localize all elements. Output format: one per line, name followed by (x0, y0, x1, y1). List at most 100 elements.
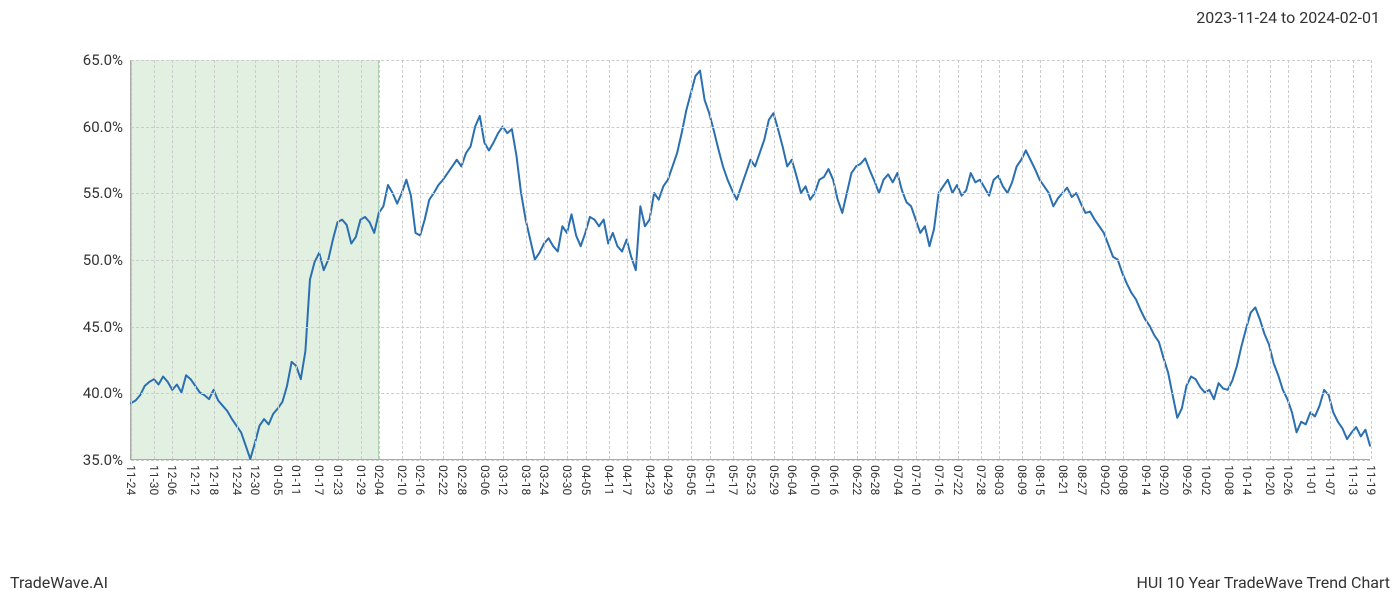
grid-line-vertical (131, 60, 132, 459)
x-tick-label: 03-12 (496, 465, 510, 495)
date-range-subtitle: 2023-11-24 to 2024-02-01 (1196, 8, 1380, 27)
x-tick-label: 02-28 (455, 465, 469, 495)
x-tick-label: 04-11 (602, 465, 616, 495)
grid-line-vertical (526, 60, 527, 459)
x-tick-label: 04-05 (579, 465, 593, 495)
x-tick-label: 02-10 (395, 465, 409, 495)
x-tick-label: 08-21 (1056, 465, 1070, 495)
x-tick-label: 08-03 (992, 465, 1006, 495)
x-tick-label: 11-07 (1323, 465, 1337, 495)
grid-line-vertical (774, 60, 775, 459)
grid-line-vertical (939, 60, 940, 459)
grid-line-vertical (1311, 60, 1312, 459)
grid-line-vertical (462, 60, 463, 459)
x-tick-label: 01-23 (331, 465, 345, 495)
x-tick-label: 09-02 (1098, 465, 1112, 495)
x-tick-label: 07-10 (909, 465, 923, 495)
x-tick-label: 04-17 (620, 465, 634, 495)
grid-line-vertical (1022, 60, 1023, 459)
grid-line-vertical (958, 60, 959, 459)
grid-line-vertical (154, 60, 155, 459)
x-tick-label: 12-18 (207, 465, 221, 495)
grid-line-vertical (319, 60, 320, 459)
x-tick-label: 01-29 (354, 465, 368, 495)
grid-line-vertical (503, 60, 504, 459)
grid-line-vertical (1082, 60, 1083, 459)
chart-title: HUI 10 Year TradeWave Trend Chart (1136, 573, 1390, 592)
grid-line-vertical (710, 60, 711, 459)
x-tick-label: 06-22 (850, 465, 864, 495)
x-tick-label: 05-17 (726, 465, 740, 495)
grid-line-vertical (898, 60, 899, 459)
x-tick-label: 06-10 (808, 465, 822, 495)
plot-area: 35.0%40.0%45.0%50.0%55.0%60.0%65.0%11-24… (130, 60, 1370, 460)
grid-line-vertical (668, 60, 669, 459)
x-tick-label: 05-23 (744, 465, 758, 495)
x-tick-label: 03-06 (478, 465, 492, 495)
grid-line-vertical (255, 60, 256, 459)
x-tick-label: 04-23 (643, 465, 657, 495)
grid-line-vertical (237, 60, 238, 459)
y-tick-label: 35.0% (83, 451, 123, 469)
x-tick-label: 08-27 (1075, 465, 1089, 495)
x-tick-label: 07-16 (932, 465, 946, 495)
x-tick-label: 05-11 (703, 465, 717, 495)
y-tick-label: 45.0% (83, 318, 123, 336)
x-tick-label: 09-14 (1139, 465, 1153, 495)
x-tick-label: 05-05 (684, 465, 698, 495)
grid-line-vertical (1063, 60, 1064, 459)
grid-line-vertical (1123, 60, 1124, 459)
x-tick-label: 10-26 (1281, 465, 1295, 495)
x-tick-label: 06-04 (785, 465, 799, 495)
grid-line-vertical (567, 60, 568, 459)
grid-line-vertical (733, 60, 734, 459)
x-tick-label: 12-12 (188, 465, 202, 495)
grid-line-vertical (981, 60, 982, 459)
grid-line-vertical (296, 60, 297, 459)
brand-label: TradeWave.AI (10, 573, 108, 592)
grid-line-vertical (338, 60, 339, 459)
grid-line-vertical (278, 60, 279, 459)
grid-line-vertical (1040, 60, 1041, 459)
x-tick-label: 06-28 (868, 465, 882, 495)
grid-line-vertical (402, 60, 403, 459)
grid-line-vertical (195, 60, 196, 459)
y-tick-label: 60.0% (83, 118, 123, 136)
x-tick-label: 09-08 (1116, 465, 1130, 495)
grid-line-vertical (544, 60, 545, 459)
x-tick-label: 02-16 (413, 465, 427, 495)
grid-line-vertical (1229, 60, 1230, 459)
x-tick-label: 02-04 (372, 465, 386, 495)
grid-line-vertical (999, 60, 1000, 459)
x-tick-label: 04-29 (661, 465, 675, 495)
x-tick-label: 09-20 (1157, 465, 1171, 495)
grid-line-vertical (485, 60, 486, 459)
x-tick-label: 12-06 (165, 465, 179, 495)
grid-line-vertical (1146, 60, 1147, 459)
y-tick-label: 50.0% (83, 251, 123, 269)
x-tick-label: 08-09 (1015, 465, 1029, 495)
x-tick-label: 08-15 (1033, 465, 1047, 495)
grid-line-vertical (857, 60, 858, 459)
x-tick-label: 10-14 (1240, 465, 1254, 495)
grid-line-vertical (1206, 60, 1207, 459)
grid-line-vertical (1105, 60, 1106, 459)
grid-line-vertical (361, 60, 362, 459)
x-tick-label: 10-02 (1199, 465, 1213, 495)
grid-line-vertical (1353, 60, 1354, 459)
x-tick-label: 03-18 (519, 465, 533, 495)
grid-line-vertical (650, 60, 651, 459)
y-tick-label: 65.0% (83, 51, 123, 69)
x-tick-label: 03-30 (560, 465, 574, 495)
grid-line-vertical (1288, 60, 1289, 459)
grid-line-vertical (609, 60, 610, 459)
x-tick-label: 11-24 (124, 465, 138, 495)
grid-line-vertical (691, 60, 692, 459)
x-tick-label: 11-30 (147, 465, 161, 495)
grid-line-vertical (792, 60, 793, 459)
y-tick-label: 55.0% (83, 184, 123, 202)
x-tick-label: 12-24 (230, 465, 244, 495)
x-tick-label: 07-28 (974, 465, 988, 495)
x-tick-label: 10-20 (1263, 465, 1277, 495)
grid-line-vertical (751, 60, 752, 459)
